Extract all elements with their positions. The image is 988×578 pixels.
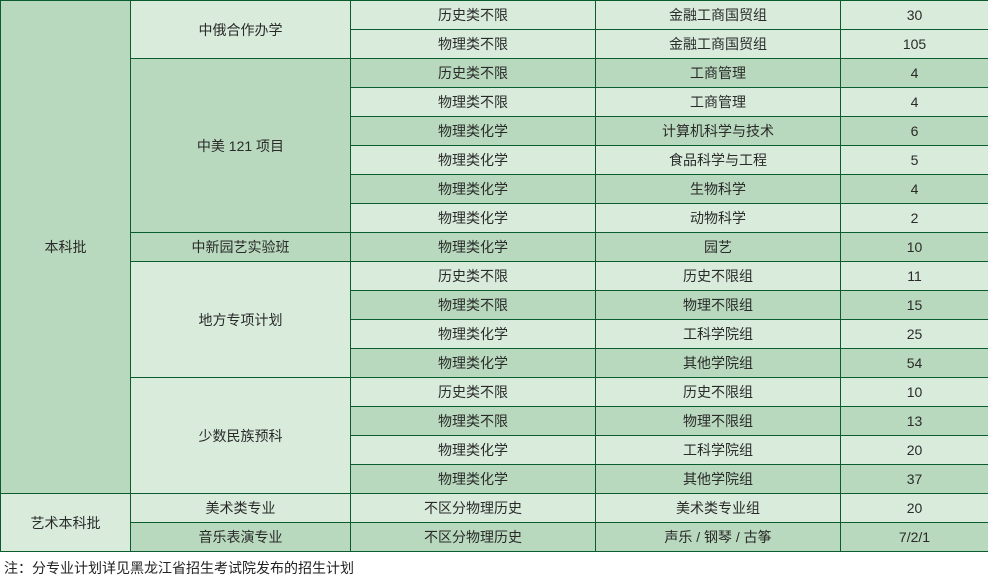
table-row: 中新园艺实验班 物理类化学 园艺 10 <box>1 233 988 262</box>
count-cell: 4 <box>841 59 988 88</box>
count-cell: 2 <box>841 204 988 233</box>
count-cell: 105 <box>841 30 988 59</box>
category-cell: 历史类不限 <box>351 1 596 30</box>
count-cell: 11 <box>841 262 988 291</box>
count-cell: 15 <box>841 291 988 320</box>
group-cell: 工科学院组 <box>596 320 841 349</box>
category-cell: 物理类化学 <box>351 233 596 262</box>
group-cell: 生物科学 <box>596 175 841 204</box>
admissions-plan-table: 本科批 中俄合作办学 历史类不限 金融工商国贸组 30 物理类不限 金融工商国贸… <box>0 0 988 552</box>
category-cell: 历史类不限 <box>351 59 596 88</box>
count-cell: 13 <box>841 407 988 436</box>
group-cell: 其他学院组 <box>596 349 841 378</box>
group-cell: 工商管理 <box>596 88 841 117</box>
table-row: 艺术本科批 美术类专业 不区分物理历史 美术类专业组 20 <box>1 494 988 523</box>
category-cell: 物理类化学 <box>351 175 596 204</box>
count-cell: 7/2/1 <box>841 523 988 552</box>
count-cell: 54 <box>841 349 988 378</box>
category-cell: 物理类不限 <box>351 30 596 59</box>
category-cell: 物理类不限 <box>351 407 596 436</box>
group-cell: 金融工商国贸组 <box>596 30 841 59</box>
group-cell: 金融工商国贸组 <box>596 1 841 30</box>
count-cell: 20 <box>841 494 988 523</box>
table-row: 本科批 中俄合作办学 历史类不限 金融工商国贸组 30 <box>1 1 988 30</box>
category-cell: 物理类化学 <box>351 349 596 378</box>
group-cell: 计算机科学与技术 <box>596 117 841 146</box>
group-cell: 工科学院组 <box>596 436 841 465</box>
group-cell: 历史不限组 <box>596 378 841 407</box>
table-row: 地方专项计划 历史类不限 历史不限组 11 <box>1 262 988 291</box>
category-cell: 物理类化学 <box>351 465 596 494</box>
category-cell: 物理类化学 <box>351 204 596 233</box>
group-cell: 声乐 / 钢琴 / 古筝 <box>596 523 841 552</box>
program-cell: 中美 121 项目 <box>131 59 351 233</box>
program-cell: 地方专项计划 <box>131 262 351 378</box>
table-row: 少数民族预科 历史类不限 历史不限组 10 <box>1 378 988 407</box>
program-cell: 少数民族预科 <box>131 378 351 494</box>
category-cell: 物理类化学 <box>351 117 596 146</box>
count-cell: 10 <box>841 233 988 262</box>
count-cell: 10 <box>841 378 988 407</box>
program-cell: 中新园艺实验班 <box>131 233 351 262</box>
program-cell: 中俄合作办学 <box>131 1 351 59</box>
program-cell: 美术类专业 <box>131 494 351 523</box>
count-cell: 5 <box>841 146 988 175</box>
category-cell: 物理类化学 <box>351 320 596 349</box>
group-cell: 动物科学 <box>596 204 841 233</box>
group-cell: 园艺 <box>596 233 841 262</box>
category-cell: 历史类不限 <box>351 378 596 407</box>
group-cell: 物理不限组 <box>596 291 841 320</box>
count-cell: 30 <box>841 1 988 30</box>
category-cell: 不区分物理历史 <box>351 523 596 552</box>
count-cell: 4 <box>841 175 988 204</box>
category-cell: 物理类不限 <box>351 88 596 117</box>
category-cell: 物理类化学 <box>351 436 596 465</box>
count-cell: 37 <box>841 465 988 494</box>
category-cell: 历史类不限 <box>351 262 596 291</box>
category-cell: 不区分物理历史 <box>351 494 596 523</box>
category-cell: 物理类不限 <box>351 291 596 320</box>
table-row: 中美 121 项目 历史类不限 工商管理 4 <box>1 59 988 88</box>
group-cell: 其他学院组 <box>596 465 841 494</box>
table-row: 音乐表演专业 不区分物理历史 声乐 / 钢琴 / 古筝 7/2/1 <box>1 523 988 552</box>
group-cell: 工商管理 <box>596 59 841 88</box>
count-cell: 4 <box>841 88 988 117</box>
group-cell: 食品科学与工程 <box>596 146 841 175</box>
batch-cell: 艺术本科批 <box>1 494 131 552</box>
group-cell: 历史不限组 <box>596 262 841 291</box>
program-cell: 音乐表演专业 <box>131 523 351 552</box>
group-cell: 美术类专业组 <box>596 494 841 523</box>
count-cell: 20 <box>841 436 988 465</box>
count-cell: 25 <box>841 320 988 349</box>
category-cell: 物理类化学 <box>351 146 596 175</box>
group-cell: 物理不限组 <box>596 407 841 436</box>
count-cell: 6 <box>841 117 988 146</box>
batch-cell: 本科批 <box>1 1 131 494</box>
